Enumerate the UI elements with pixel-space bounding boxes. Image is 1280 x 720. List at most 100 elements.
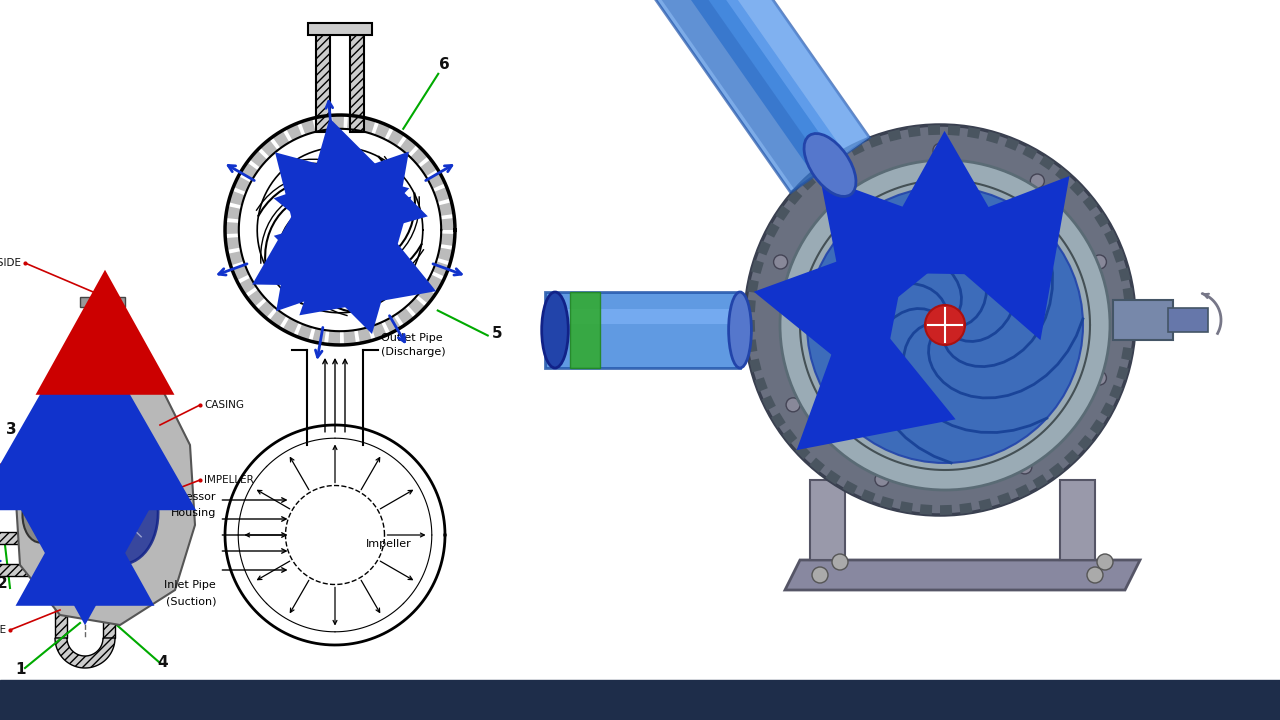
Polygon shape (332, 115, 344, 129)
Polygon shape (273, 130, 289, 148)
Polygon shape (269, 310, 287, 328)
Polygon shape (677, 0, 869, 160)
Polygon shape (440, 233, 454, 246)
Bar (55, 538, 67, 638)
Circle shape (1092, 255, 1106, 269)
Text: 5: 5 (492, 326, 502, 341)
Polygon shape (232, 265, 250, 280)
Polygon shape (754, 377, 768, 392)
Bar (1114, 300, 1172, 340)
Polygon shape (809, 458, 824, 473)
Polygon shape (787, 189, 803, 205)
Polygon shape (388, 128, 404, 146)
Polygon shape (765, 222, 780, 238)
Text: Outlet Pipe: Outlet Pipe (381, 333, 443, 343)
Polygon shape (228, 191, 244, 205)
Polygon shape (986, 131, 1000, 144)
Polygon shape (785, 560, 1140, 590)
Circle shape (824, 183, 838, 197)
Polygon shape (225, 237, 241, 250)
Polygon shape (1083, 196, 1098, 211)
Bar (810, 480, 845, 560)
Polygon shape (762, 395, 776, 410)
Polygon shape (397, 307, 413, 325)
Polygon shape (545, 292, 740, 368)
Polygon shape (55, 638, 115, 668)
Text: Inlet Pipe: Inlet Pipe (164, 580, 216, 590)
Polygon shape (417, 287, 435, 304)
Text: 3: 3 (6, 422, 17, 437)
Polygon shape (1039, 156, 1055, 170)
Ellipse shape (72, 446, 159, 564)
Polygon shape (438, 202, 454, 216)
Bar (79, 297, 125, 307)
Bar (351, 35, 365, 132)
Text: 4: 4 (157, 655, 168, 670)
Polygon shape (1070, 181, 1085, 196)
Polygon shape (947, 125, 960, 136)
Circle shape (334, 224, 347, 236)
Polygon shape (88, 300, 118, 387)
Polygon shape (250, 150, 268, 168)
Circle shape (745, 125, 1135, 515)
Polygon shape (1094, 212, 1108, 228)
Polygon shape (758, 240, 771, 256)
Polygon shape (428, 173, 445, 189)
Bar (1169, 308, 1208, 332)
Polygon shape (745, 300, 755, 312)
Bar (570, 292, 600, 368)
Polygon shape (241, 163, 259, 179)
Polygon shape (347, 115, 360, 130)
Polygon shape (746, 339, 758, 353)
Polygon shape (776, 205, 790, 221)
Ellipse shape (23, 487, 58, 542)
Bar (0, 532, 84, 544)
Text: IMPELLER: IMPELLER (204, 475, 253, 485)
Polygon shape (850, 142, 865, 156)
Polygon shape (919, 504, 932, 515)
Polygon shape (228, 251, 243, 266)
Polygon shape (1089, 419, 1105, 435)
Polygon shape (815, 162, 831, 177)
Polygon shape (238, 277, 256, 294)
Polygon shape (908, 126, 920, 138)
Circle shape (832, 554, 849, 570)
Polygon shape (782, 429, 797, 444)
Polygon shape (15, 370, 195, 625)
Polygon shape (801, 175, 817, 190)
Polygon shape (968, 127, 980, 139)
Polygon shape (316, 116, 329, 131)
Polygon shape (826, 470, 841, 485)
Polygon shape (1123, 287, 1134, 301)
Polygon shape (1048, 463, 1064, 478)
Polygon shape (1119, 268, 1130, 282)
Polygon shape (1112, 248, 1125, 263)
Polygon shape (978, 498, 992, 510)
Polygon shape (1105, 230, 1119, 245)
Polygon shape (1110, 384, 1123, 400)
Polygon shape (860, 489, 876, 503)
Polygon shape (357, 328, 371, 343)
Circle shape (933, 143, 947, 158)
Polygon shape (399, 137, 417, 155)
Polygon shape (408, 297, 425, 315)
Circle shape (1092, 371, 1106, 385)
Polygon shape (440, 218, 454, 230)
Polygon shape (630, 0, 869, 192)
Polygon shape (795, 444, 810, 459)
Text: Housing: Housing (170, 508, 216, 518)
Circle shape (925, 305, 965, 345)
Polygon shape (1055, 167, 1070, 182)
Text: SUCTION SIDE: SUCTION SIDE (0, 625, 6, 635)
Text: 6: 6 (439, 57, 451, 72)
Polygon shape (749, 359, 762, 372)
Circle shape (806, 187, 1083, 463)
Polygon shape (634, 0, 826, 190)
Polygon shape (1078, 435, 1093, 451)
Text: (Discharge): (Discharge) (381, 347, 445, 357)
Polygon shape (411, 148, 428, 165)
Polygon shape (1033, 474, 1048, 489)
Polygon shape (438, 248, 453, 261)
Polygon shape (928, 125, 940, 135)
Bar (316, 35, 330, 132)
